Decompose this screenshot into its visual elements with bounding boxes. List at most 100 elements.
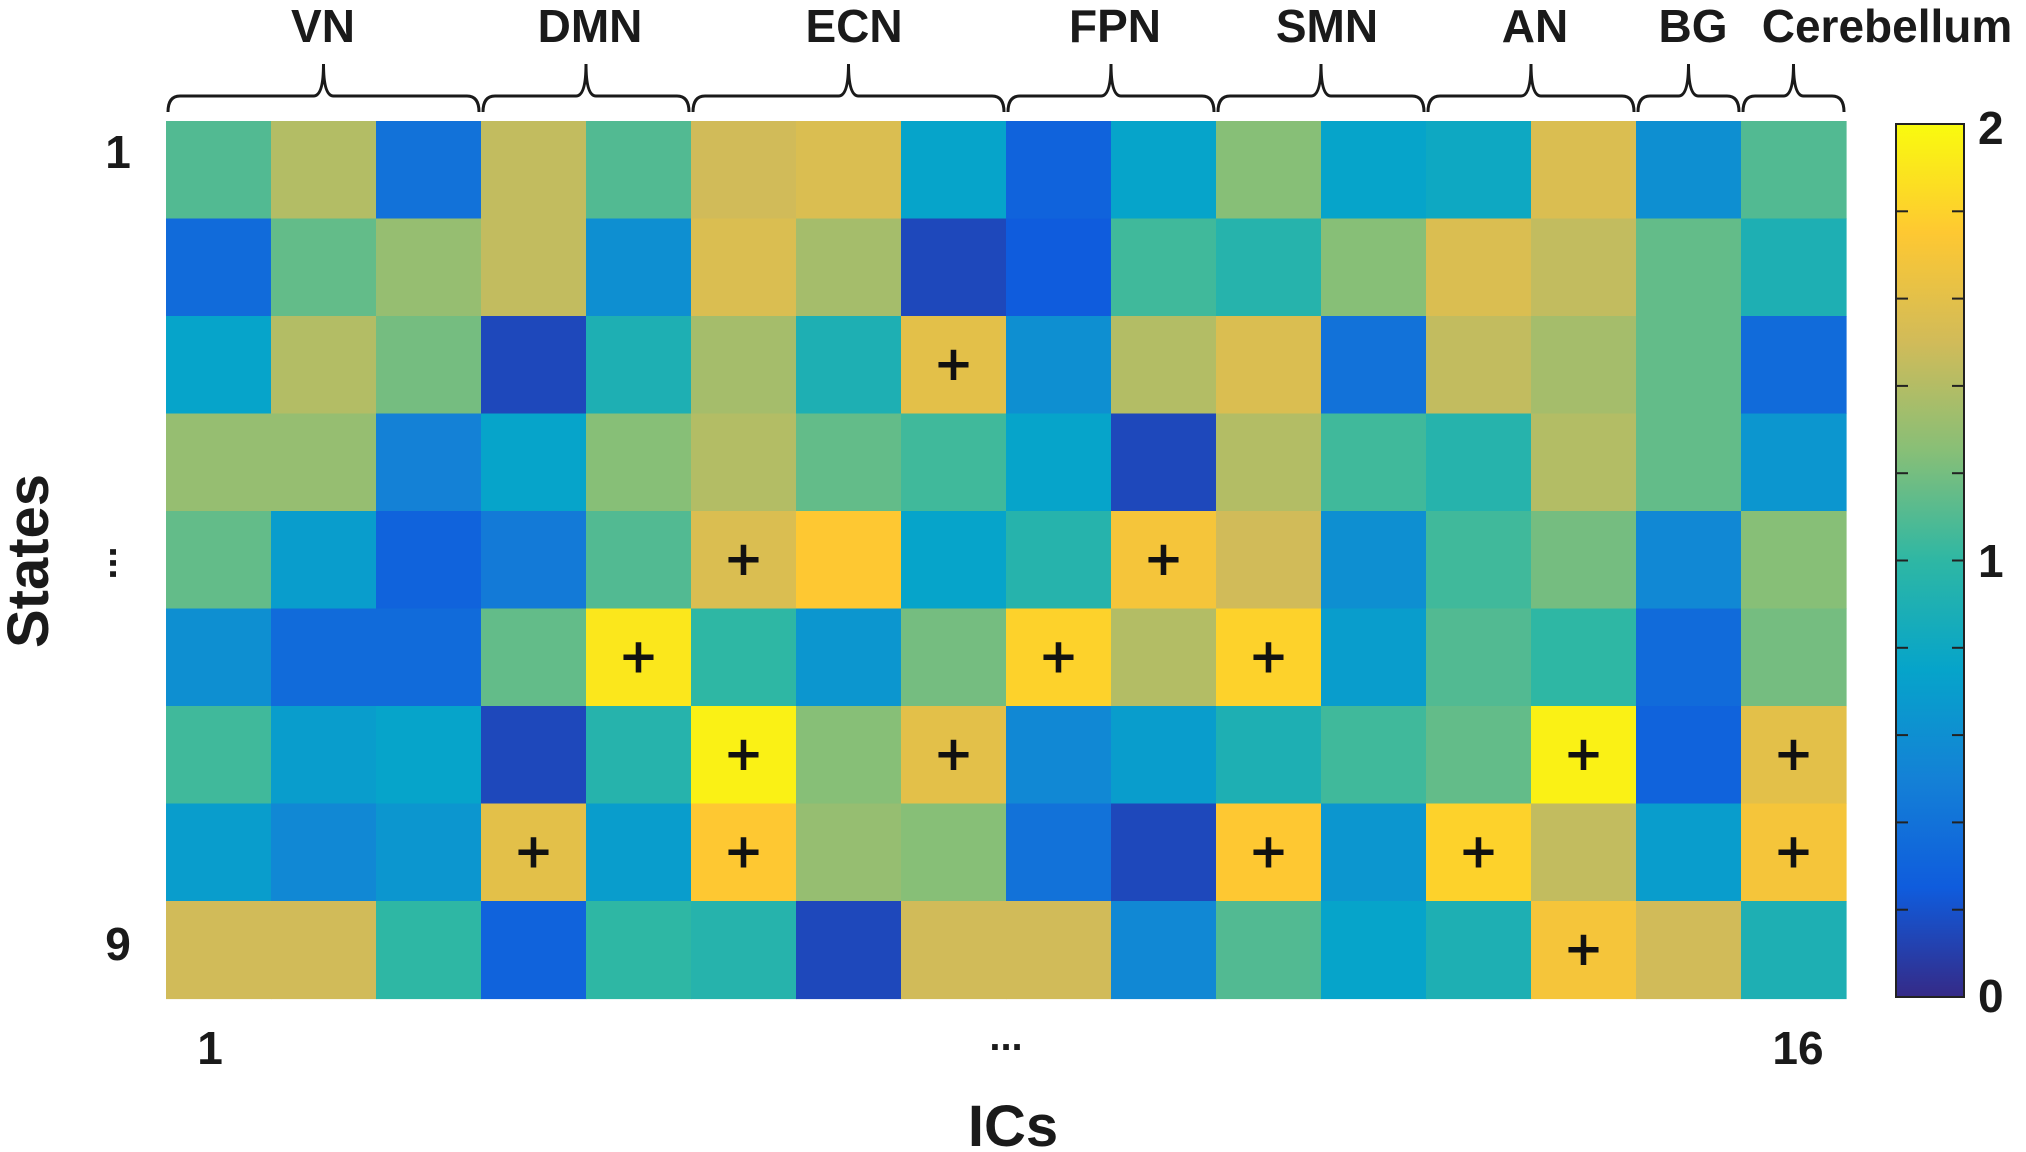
heatmap-cell [1216,901,1322,1000]
group-bracket [691,63,1006,113]
heatmap-cell [1111,706,1217,805]
y-tick-label-first: 1 [105,126,131,178]
heatmap-cell [691,511,797,610]
heatmap-cell [1321,316,1427,415]
group-bracket [166,63,481,113]
heatmap-cell [376,608,482,707]
heatmap-cell [271,413,377,512]
heatmap-cell [376,413,482,512]
cell-markers: + + + + + + + + + + + + + + + + [513,336,1813,977]
heatmap-cell [1741,218,1847,317]
heatmap-cell [1006,901,1112,1000]
heatmap-cell [1111,803,1217,902]
heatmap-cell [1006,413,1112,512]
group-bracket [1216,63,1426,113]
heatmap-cell [376,511,482,610]
heatmap-cell [901,218,1007,317]
heatmap-cell [901,803,1007,902]
heatmap-cell [1636,901,1742,1000]
heatmap-cell [376,706,482,805]
colorbar-tick-label-mid: 1 [1978,535,2004,587]
heatmap-cell [271,218,377,317]
heatmap-cell [1321,121,1427,220]
heatmap-cell [1531,901,1637,1000]
colorbar-tick-label-max: 2 [1978,102,2004,154]
heatmap-cell [1321,901,1427,1000]
significance-marker: + [1038,628,1078,684]
heatmap-cell [1321,706,1427,805]
heatmap-cell [1531,511,1637,610]
heatmap-cell [1111,511,1217,610]
group-bracket [481,63,691,113]
heatmap-cell [796,511,902,610]
heatmap-cell [1216,218,1322,317]
heatmap-cell [691,413,797,512]
heatmap-cell [1216,511,1322,610]
heatmap-cell [166,706,272,805]
heatmap-cell [1636,218,1742,317]
x-tick-label-last: 16 [1772,1022,1823,1074]
heatmap-cell [901,901,1007,1000]
heatmap-cell [1636,413,1742,512]
significance-marker: + [618,628,658,684]
heatmap-cell [901,608,1007,707]
heatmap-cell [166,803,272,902]
heatmap-cell [1741,901,1847,1000]
significance-marker: + [723,823,763,879]
heatmap-cell [586,121,692,220]
heatmap-cells [166,121,1847,1000]
heatmap-cell [166,316,272,415]
heatmap-cell [1426,218,1532,317]
heatmap-cell [586,706,692,805]
heatmap-cell [1321,803,1427,902]
heatmap-cell [796,608,902,707]
group-labels: VN DMN ECN FPN SMN AN BG Cerebellum [291,0,2012,52]
heatmap-cell [586,511,692,610]
heatmap-cell [481,706,587,805]
heatmap-cell [481,803,587,902]
heatmap-cell [1426,316,1532,415]
heatmap-cell [1636,121,1742,220]
heatmap-cell [271,121,377,220]
heatmap-cell [1636,803,1742,902]
heatmap-cell [1636,316,1742,415]
heatmap-cell [1111,901,1217,1000]
heatmap-cell [796,803,902,902]
heatmap-cell [1216,413,1322,512]
heatmap-cell [1531,121,1637,220]
heatmap-cell [1531,316,1637,415]
heatmap-cell [1006,218,1112,317]
heatmap-cell [1006,121,1112,220]
heatmap-cell [586,218,692,317]
heatmap-cell [1111,413,1217,512]
x-tick-label-first: 1 [197,1022,223,1074]
heatmap-cell [901,706,1007,805]
heatmap-cell [166,901,272,1000]
heatmap-cell [481,218,587,317]
heatmap-cell [796,901,902,1000]
heatmap-cell [691,121,797,220]
heatmap-cell [166,608,272,707]
heatmap-cell [481,413,587,512]
heatmap-cell [376,218,482,317]
heatmap-cell [691,218,797,317]
heatmap-cell [586,901,692,1000]
heatmap-cell [376,803,482,902]
x-axis-label: ICs [968,1094,1058,1152]
heatmap-cell [1636,511,1742,610]
group-bracket [1006,63,1216,113]
heatmap-cell [1531,706,1637,805]
group-bracket [1741,63,1846,113]
heatmap-cell [901,316,1007,415]
y-tick-label-middle: ... [81,546,125,579]
group-bracket [1636,63,1741,113]
heatmap-cell [1006,706,1112,805]
heatmap-cell [271,803,377,902]
heatmap-cell [1216,706,1322,805]
heatmap-cell [271,901,377,1000]
heatmap-cell [271,511,377,610]
heatmap-cell [1531,608,1637,707]
heatmap-cell [481,511,587,610]
significance-marker: + [1773,823,1813,879]
